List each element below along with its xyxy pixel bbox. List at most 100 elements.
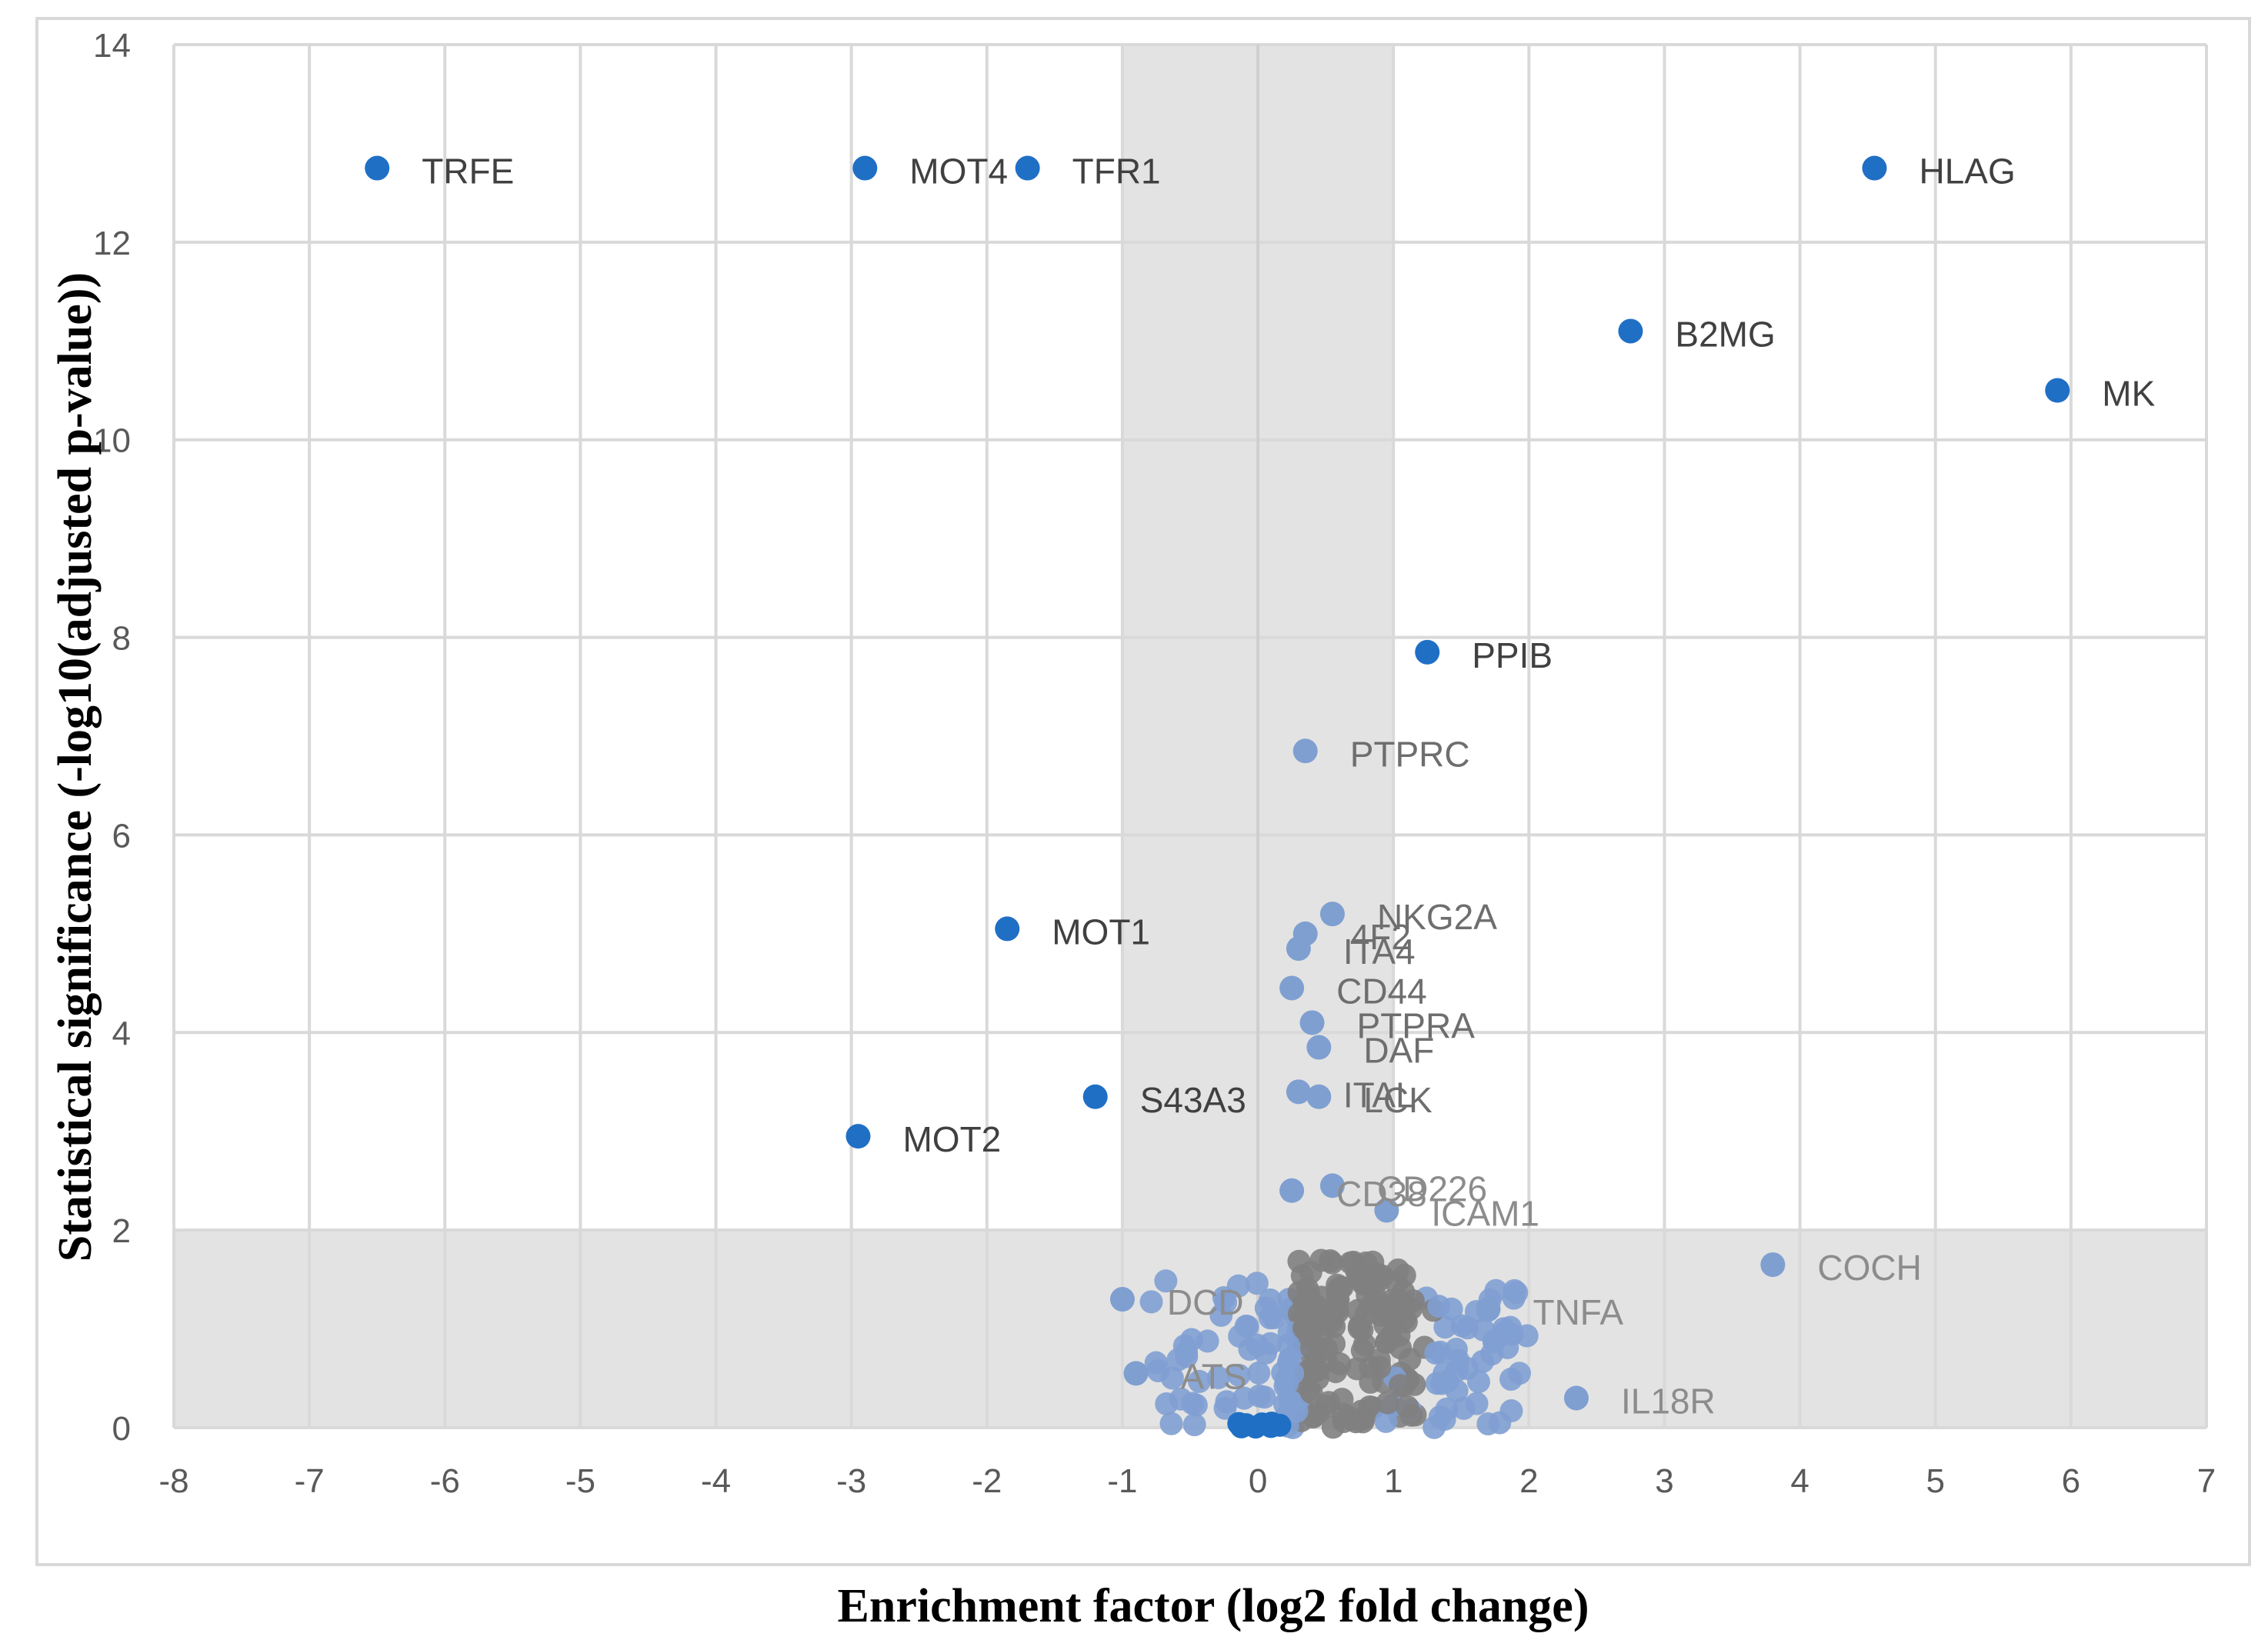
y-tick-label: 2 xyxy=(112,1212,131,1250)
label-mot1: MOT1 xyxy=(1052,912,1150,952)
x-tick-label: -7 xyxy=(295,1462,325,1500)
label-mot2: MOT2 xyxy=(902,1119,1001,1159)
scatter-point xyxy=(1433,1407,1456,1431)
point-tnfa xyxy=(1476,1296,1501,1322)
scatter-point xyxy=(1299,1380,1323,1404)
scatter-point xyxy=(1247,1384,1271,1408)
point-ptprc xyxy=(1292,738,1318,764)
point-mk xyxy=(2045,378,2070,403)
point-ppib xyxy=(1415,639,1440,665)
scatter-point xyxy=(1396,1395,1419,1418)
label-ptpra: PTPRA xyxy=(1357,1005,1476,1045)
scatter-point xyxy=(1484,1278,1508,1302)
x-tick-label: -1 xyxy=(1107,1462,1137,1500)
scatter-point xyxy=(1144,1351,1168,1375)
scatter-point xyxy=(1154,1269,1178,1293)
x-tick-label: 2 xyxy=(1519,1462,1538,1500)
scatter-point xyxy=(1306,1358,1329,1382)
x-tick-label: -5 xyxy=(565,1462,595,1500)
y-tick-label: 14 xyxy=(93,27,131,65)
scatter-point xyxy=(1452,1396,1476,1420)
scatter-point xyxy=(1392,1264,1416,1288)
scatter-point xyxy=(1376,1391,1399,1415)
point-nkg2a xyxy=(1319,902,1345,927)
unlabeled-point-cloud xyxy=(1139,1248,1539,1439)
label-s43a3: S43A3 xyxy=(1140,1080,1246,1120)
scatter-point xyxy=(1287,1281,1311,1305)
point-cd38 xyxy=(1279,1178,1305,1203)
scatter-point xyxy=(1394,1310,1418,1334)
point-dcd xyxy=(1109,1287,1135,1312)
point-ital xyxy=(1286,1079,1311,1105)
scatter-point xyxy=(1236,1315,1259,1338)
point-trfe xyxy=(365,155,390,181)
horizontal-gridlines xyxy=(174,43,2206,1429)
x-tick-label: 7 xyxy=(2197,1462,2216,1500)
label-4f2: 4F2 xyxy=(1350,917,1411,957)
scatter-point xyxy=(1259,1288,1282,1312)
label-nkg2a: NKG2A xyxy=(1377,897,1497,937)
scatter-point xyxy=(1227,1363,1251,1387)
point-ptpra xyxy=(1299,1010,1325,1035)
point-hlag xyxy=(1862,155,1887,181)
scatter-point xyxy=(1503,1278,1526,1302)
x-axis-tick-labels: -8 -7 -6 -5 -4 -3 -2 -1 0 1 2 3 4 5 6 7 xyxy=(158,1462,2216,1500)
point-labels: TRFE MOT4 TFR1 HLAG B2MG MK PPIB MOT1 S43A3 MOT2 P… xyxy=(422,152,2155,1422)
scatter-point xyxy=(1247,1361,1271,1385)
label-cd226: CD226 xyxy=(1377,1168,1487,1208)
scatter-point xyxy=(1320,1310,1344,1334)
label-ital: ITAL xyxy=(1343,1075,1416,1115)
scatter-point xyxy=(1359,1294,1383,1318)
scatter-point xyxy=(1268,1413,1292,1437)
label-daf: DAF xyxy=(1363,1031,1434,1071)
y-tick-label: 6 xyxy=(112,817,131,855)
y-tick-label: 8 xyxy=(112,620,131,658)
scatter-point xyxy=(1245,1272,1269,1295)
scatter-point xyxy=(1181,1392,1205,1415)
point-coch xyxy=(1760,1252,1786,1278)
x-tick-label: 0 xyxy=(1249,1462,1267,1500)
label-trfe: TRFE xyxy=(422,152,514,192)
scatter-point xyxy=(1281,1362,1305,1385)
scatter-point xyxy=(1209,1303,1233,1327)
scatter-point xyxy=(1433,1315,1457,1339)
scatter-point xyxy=(1508,1362,1532,1385)
label-icam1: ICAM1 xyxy=(1431,1193,1539,1233)
scatter-point xyxy=(1466,1370,1490,1394)
scatter-point xyxy=(1368,1355,1392,1379)
point-ats xyxy=(1123,1361,1149,1386)
scatter-point xyxy=(1160,1366,1184,1390)
scatter-point xyxy=(1352,1407,1376,1431)
scatter-point xyxy=(1500,1322,1524,1346)
label-ats: ATS xyxy=(1181,1356,1247,1396)
scatter-point xyxy=(1445,1379,1469,1403)
scatter-point xyxy=(1450,1314,1474,1338)
point-lck xyxy=(1306,1084,1332,1109)
point-cd44 xyxy=(1279,975,1305,1001)
scatter-point xyxy=(1388,1374,1412,1398)
scatter-point xyxy=(1471,1349,1495,1373)
scatter-point xyxy=(1326,1288,1350,1312)
y-axis-title: Statistical significance (-log10(adjuste… xyxy=(49,272,102,1262)
point-il18r xyxy=(1563,1385,1589,1411)
point-mot1 xyxy=(995,916,1020,942)
scatter-point xyxy=(1175,1340,1199,1364)
x-tick-label: 3 xyxy=(1655,1462,1673,1500)
label-tnfa: TNFA xyxy=(1533,1292,1623,1332)
scatter-point xyxy=(1196,1329,1219,1353)
point-daf xyxy=(1306,1035,1332,1060)
label-ita4: ITA4 xyxy=(1343,932,1416,972)
x-tick-label: 5 xyxy=(1926,1462,1944,1500)
point-tfr1 xyxy=(1015,155,1040,181)
point-mot4 xyxy=(852,155,878,181)
scatter-point xyxy=(1226,1274,1250,1298)
y-tick-label: 10 xyxy=(93,422,131,460)
label-lck: LCK xyxy=(1363,1080,1433,1120)
scatter-point xyxy=(1187,1369,1211,1393)
scatter-point xyxy=(1182,1413,1206,1437)
scatter-point xyxy=(1374,1409,1398,1433)
point-b2mg xyxy=(1618,318,1643,344)
x-tick-label: -3 xyxy=(836,1462,866,1500)
x-tick-label: -6 xyxy=(430,1462,460,1500)
